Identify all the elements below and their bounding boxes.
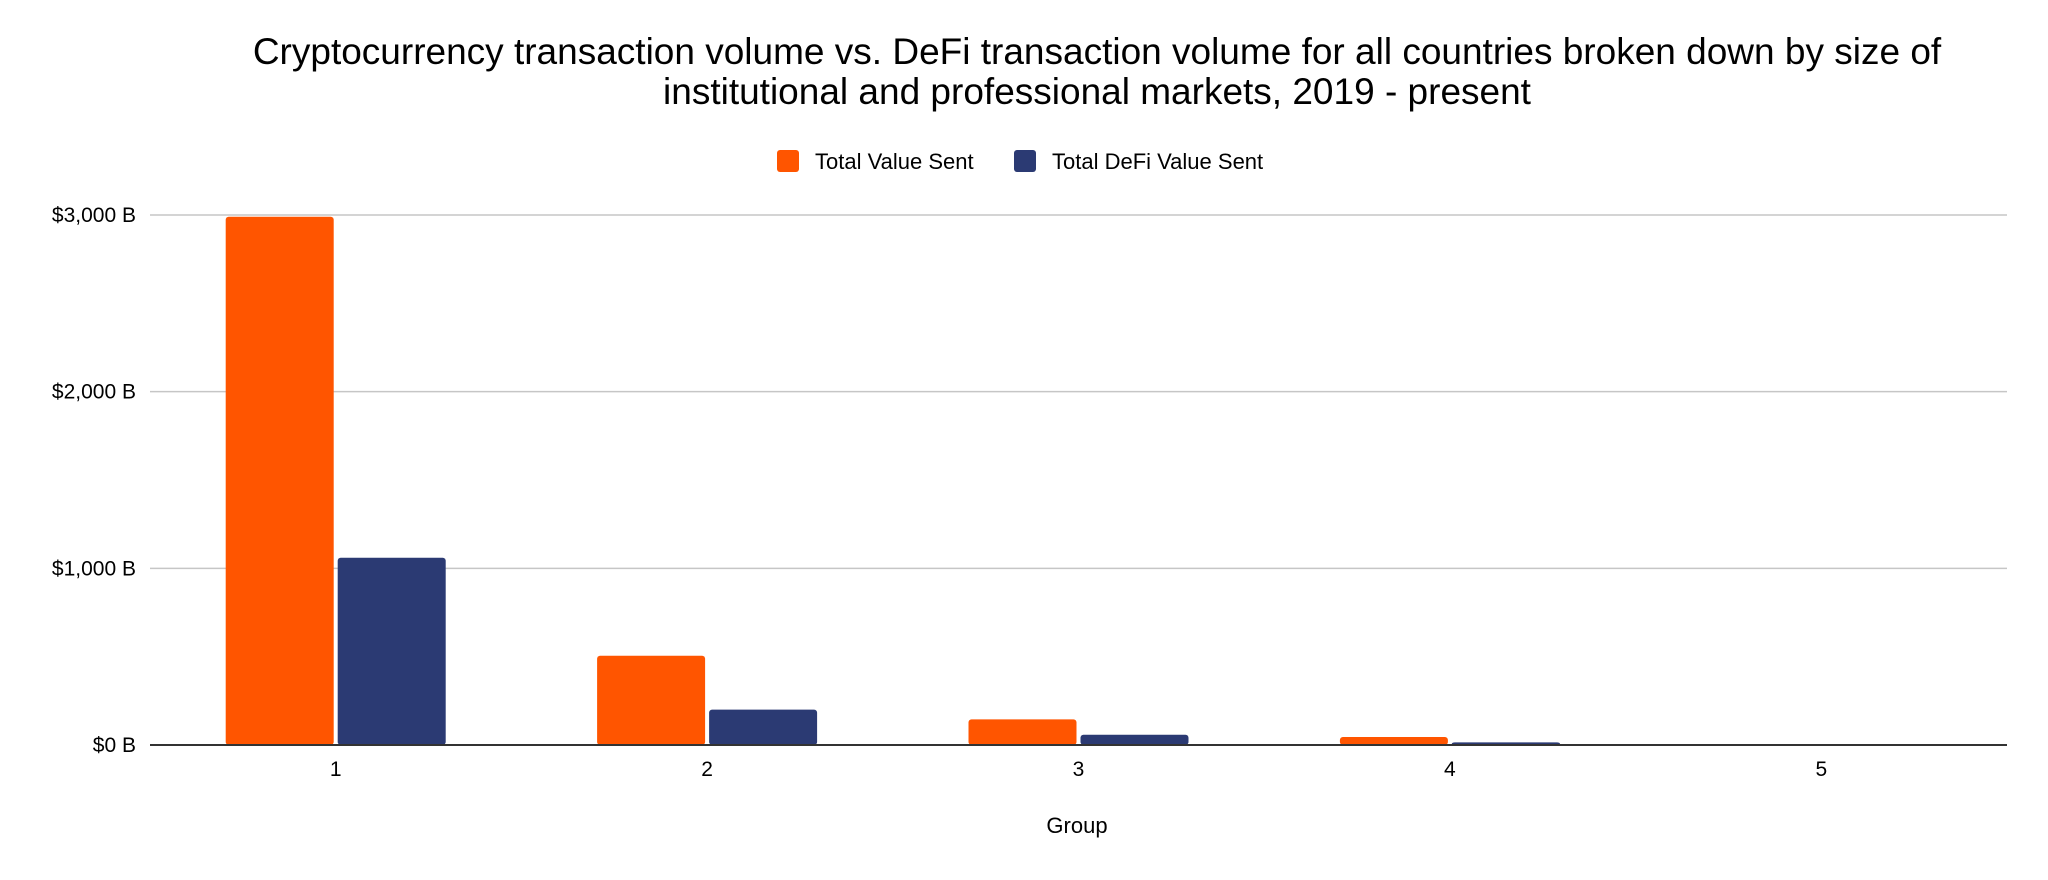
- bar-total-value-sent-group-4: [1339, 737, 1448, 745]
- legend-swatch-total-defi-value-sent: [1014, 150, 1036, 172]
- bar-total-defi-value-sent-group-3: [1080, 734, 1189, 745]
- y-tick-label: $2,000 B: [52, 381, 136, 404]
- legend: Total Value Sent Total DeFi Value Sent: [777, 149, 1263, 174]
- x-axis-title: Group: [1046, 813, 1107, 838]
- bars: [225, 216, 1560, 745]
- legend-swatch-total-value-sent: [777, 150, 799, 172]
- x-tick-label: 3: [1073, 758, 1085, 781]
- x-tick-label: 2: [701, 758, 713, 781]
- x-tick-label: 1: [330, 758, 342, 781]
- legend-label-total-defi-value-sent: Total DeFi Value Sent: [1052, 149, 1263, 174]
- y-axis-tick-labels: $0 B $1,000 B $2,000 B $3,000 B: [52, 204, 136, 757]
- x-axis-tick-labels: 1 2 3 4 5: [330, 758, 1827, 781]
- x-tick-label: 4: [1444, 758, 1456, 781]
- bar-total-value-sent-group-2: [597, 655, 706, 745]
- gridlines: [150, 214, 2007, 570]
- y-tick-label: $3,000 B: [52, 204, 136, 227]
- chart-title-line-1: Cryptocurrency transaction volume vs. De…: [253, 31, 1942, 72]
- legend-label-total-value-sent: Total Value Sent: [815, 149, 974, 174]
- bar-total-defi-value-sent-group-2: [709, 709, 818, 745]
- y-tick-label: $1,000 B: [52, 557, 136, 580]
- chart-title-line-2: institutional and professional markets, …: [663, 71, 1532, 112]
- bar-total-defi-value-sent-group-1: [337, 557, 446, 745]
- bar-total-value-sent-group-1: [225, 216, 334, 745]
- bar-total-value-sent-group-3: [968, 719, 1077, 745]
- y-tick-label: $0 B: [93, 734, 136, 757]
- x-tick-label: 5: [1815, 758, 1827, 781]
- chart-title: Cryptocurrency transaction volume vs. De…: [253, 31, 1942, 112]
